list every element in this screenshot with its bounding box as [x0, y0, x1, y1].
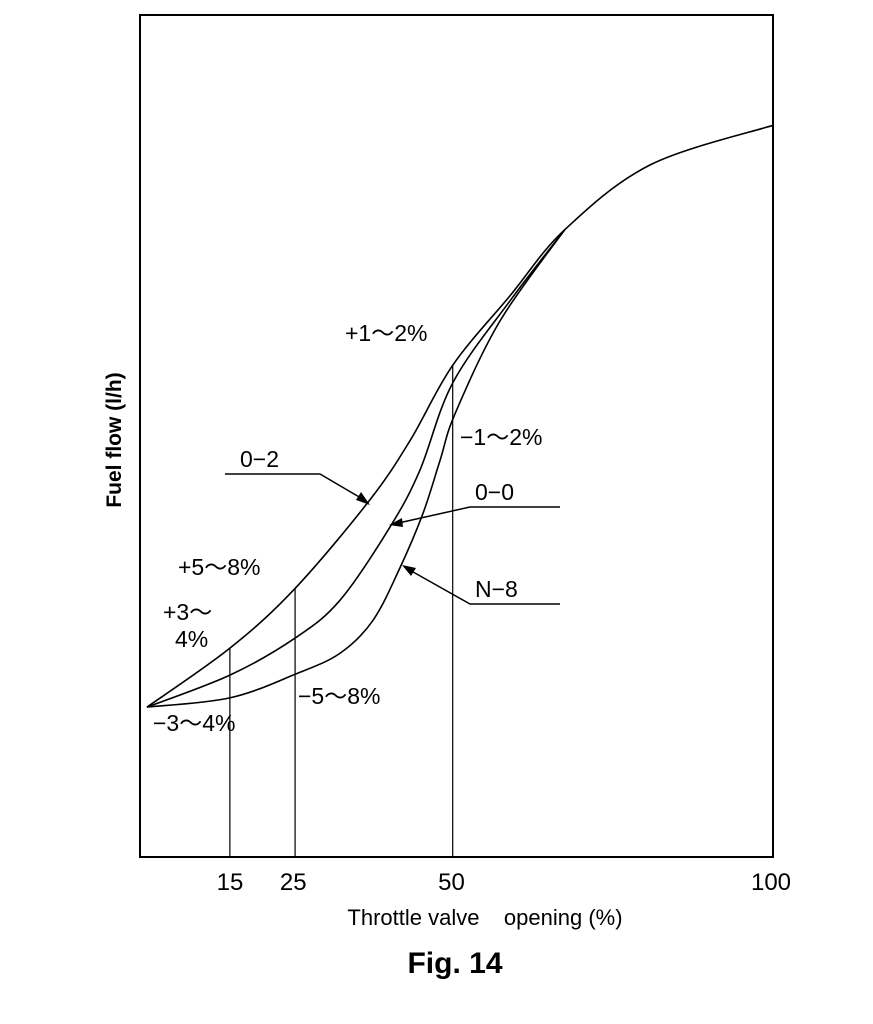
figure-title: Fig. 14: [407, 947, 502, 980]
annotation-minus-3-4: −3～4%: [153, 710, 235, 736]
curve-0-0: [146, 229, 566, 708]
x-tick-label: 100: [751, 869, 791, 896]
annotation-plus-1-2: +1～2%: [345, 320, 427, 346]
annotation-minus-5-8: −5～8%: [298, 683, 380, 709]
series-label-0-0: 0−0: [475, 479, 514, 505]
curve-0-2: [146, 124, 774, 708]
leader-n-8: [405, 567, 560, 605]
curve-n-8: [146, 229, 566, 708]
annotation-plus-3-4-pct: 4%: [175, 626, 208, 652]
leader-0-0: [393, 506, 560, 525]
annotation-plus-5-8: +5～8%: [178, 554, 260, 580]
x-axis-label: Throttle valve opening (%): [347, 905, 622, 930]
series-label-n-8: N−8: [475, 576, 518, 602]
arrow-icon: [356, 492, 370, 505]
annotation-plus-3-4: +3～: [163, 599, 212, 625]
annotation-minus-1-2: −1～2%: [460, 424, 542, 450]
arrow-icon: [402, 565, 416, 576]
x-tick-label: 25: [280, 869, 307, 896]
plot-frame: [139, 14, 774, 858]
x-tick-label: 50: [438, 869, 465, 896]
leader-0-2: [225, 473, 367, 502]
arrow-icon: [389, 518, 403, 527]
y-axis-label: Fuel flow (l/h): [103, 372, 126, 507]
series-label-0-2: 0−2: [240, 446, 279, 472]
x-tick-label: 15: [217, 869, 244, 896]
